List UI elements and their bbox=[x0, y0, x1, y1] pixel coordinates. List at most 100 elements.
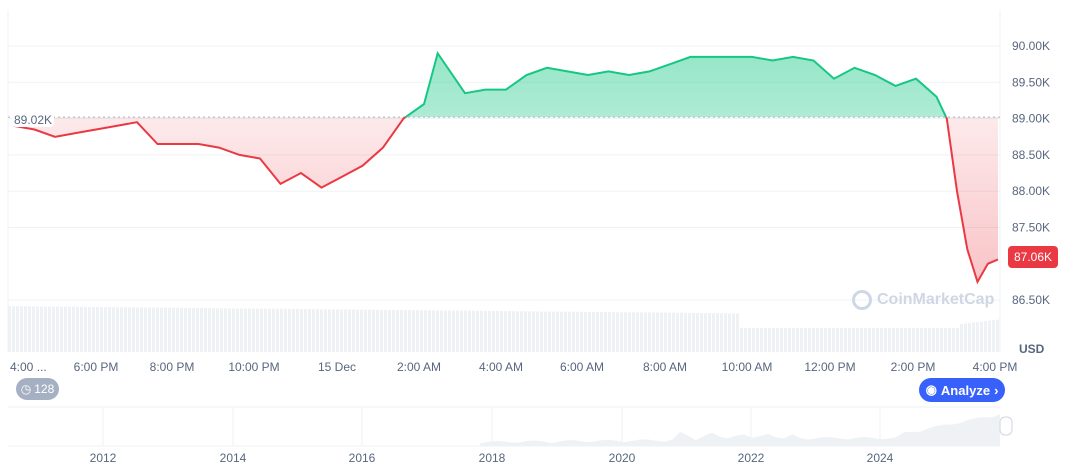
x-tick-label: 8:00 AM bbox=[643, 360, 687, 374]
volume-bar bbox=[100, 307, 103, 352]
volume-bar bbox=[284, 308, 287, 352]
navigator-year-label: 2012 bbox=[90, 451, 117, 465]
volume-bar bbox=[556, 311, 559, 352]
x-tick-label: 2:00 AM bbox=[397, 360, 441, 374]
history-button[interactable]: ◷ 128 bbox=[16, 378, 59, 400]
volume-bar bbox=[208, 308, 211, 352]
volume-bar bbox=[804, 328, 807, 352]
volume-bar bbox=[484, 310, 487, 352]
volume-bar bbox=[152, 307, 155, 352]
y-tick-label: 88.00K bbox=[1012, 184, 1050, 198]
volume-bar bbox=[300, 309, 303, 352]
volume-bar bbox=[188, 307, 191, 352]
volume-bar bbox=[772, 328, 775, 352]
volume-bar bbox=[428, 310, 431, 352]
chevron-right-icon: › bbox=[994, 382, 999, 398]
volume-bar bbox=[148, 307, 151, 352]
y-tick-label: 86.50K bbox=[1012, 293, 1050, 307]
volume-bar bbox=[96, 306, 99, 352]
volume-bar bbox=[548, 311, 551, 352]
x-tick-label: 10:00 PM bbox=[228, 360, 279, 374]
navigator-handle[interactable] bbox=[999, 416, 1013, 436]
volume-bar bbox=[836, 328, 839, 352]
volume-bar bbox=[140, 307, 143, 352]
volume-bar bbox=[644, 312, 647, 352]
analyze-button[interactable]: ◉ Analyze › bbox=[919, 378, 1005, 402]
volume-bar bbox=[244, 308, 247, 352]
volume-bar bbox=[812, 328, 815, 352]
volume-bar bbox=[840, 328, 843, 352]
navigator-year-label: 2014 bbox=[220, 451, 247, 465]
volume-bar bbox=[948, 328, 951, 352]
volume-bar bbox=[936, 328, 939, 352]
volume-bar bbox=[760, 328, 763, 352]
volume-bar bbox=[488, 310, 491, 352]
volume-bar bbox=[180, 307, 183, 352]
volume-bar bbox=[192, 307, 195, 352]
volume-bar bbox=[536, 311, 539, 352]
volume-bar bbox=[580, 311, 583, 352]
watermark: CoinMarketCap bbox=[852, 290, 994, 310]
price-line-up bbox=[403, 50, 948, 118]
volume-bar bbox=[596, 311, 599, 352]
x-tick-label: 4:00 AM bbox=[479, 360, 523, 374]
volume-bar bbox=[672, 312, 675, 352]
volume-bar bbox=[376, 309, 379, 352]
volume-bar bbox=[992, 320, 995, 352]
volume-bar bbox=[724, 313, 727, 352]
volume-bar bbox=[368, 309, 371, 352]
volume-bar bbox=[788, 328, 791, 352]
history-count: 128 bbox=[34, 382, 55, 396]
volume-bar bbox=[256, 308, 259, 352]
volume-bar bbox=[356, 309, 359, 352]
baseline-label: 89.02K bbox=[12, 113, 55, 127]
volume-bar bbox=[800, 328, 803, 352]
volume-bar bbox=[744, 328, 747, 352]
volume-bar bbox=[400, 310, 403, 352]
volume-bar bbox=[416, 310, 419, 352]
volume-bar bbox=[924, 328, 927, 352]
x-tick-label: 10:00 AM bbox=[722, 360, 773, 374]
y-tick-label: 88.50K bbox=[1012, 148, 1050, 162]
volume-bar bbox=[84, 306, 87, 352]
volume-bar bbox=[176, 307, 179, 352]
volume-bar bbox=[852, 328, 855, 352]
analyze-label: Analyze bbox=[940, 382, 991, 398]
volume-bar bbox=[720, 313, 723, 352]
volume-bar bbox=[344, 309, 347, 352]
volume-bar bbox=[480, 310, 483, 352]
volume-bar bbox=[380, 309, 383, 352]
volume-bar bbox=[404, 310, 407, 352]
volume-bar bbox=[900, 328, 903, 352]
volume-bar bbox=[604, 312, 607, 352]
volume-bar bbox=[120, 307, 123, 352]
volume-bar bbox=[612, 312, 615, 352]
watermark-text: CoinMarketCap bbox=[877, 291, 995, 308]
volume-bar bbox=[508, 311, 511, 352]
volume-bar bbox=[520, 311, 523, 352]
volume-bar bbox=[16, 306, 19, 352]
volume-bar bbox=[912, 328, 915, 352]
volume-bar bbox=[172, 307, 175, 352]
volume-bar bbox=[640, 312, 643, 352]
volume-bar bbox=[588, 311, 591, 352]
volume-bar bbox=[832, 328, 835, 352]
volume-bar bbox=[692, 312, 695, 352]
volume-bar bbox=[156, 307, 159, 352]
volume-bar bbox=[228, 308, 231, 352]
navigator-area bbox=[480, 414, 1000, 446]
volume-bar bbox=[48, 306, 51, 352]
volume-bar bbox=[944, 328, 947, 352]
volume-bar bbox=[160, 307, 163, 352]
volume-bar bbox=[56, 306, 59, 352]
coinmarketcap-logo-icon bbox=[852, 290, 872, 310]
volume-bar bbox=[232, 308, 235, 352]
volume-bar bbox=[128, 307, 131, 352]
volume-bar bbox=[988, 320, 991, 352]
volume-bar bbox=[792, 328, 795, 352]
volume-bar bbox=[200, 308, 203, 352]
volume-bar bbox=[616, 312, 619, 352]
volume-bar bbox=[296, 308, 299, 352]
